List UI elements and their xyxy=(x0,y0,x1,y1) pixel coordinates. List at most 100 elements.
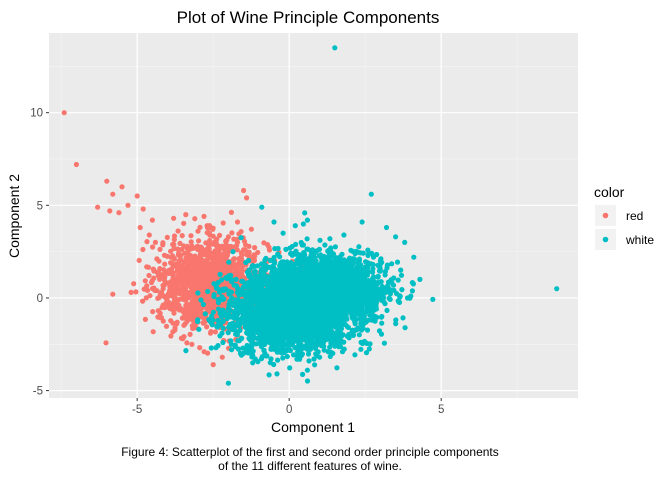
point-red xyxy=(171,215,177,221)
point-red xyxy=(149,217,155,223)
point-red xyxy=(156,258,162,264)
point-red xyxy=(183,306,189,313)
point-red xyxy=(238,257,244,263)
point-white xyxy=(287,365,293,371)
point-red xyxy=(171,246,177,252)
point-red xyxy=(179,233,185,239)
point-red xyxy=(208,270,214,276)
point-white xyxy=(225,330,231,336)
point-red xyxy=(207,255,213,261)
point-white xyxy=(365,260,371,266)
point-red xyxy=(168,266,175,272)
point-white xyxy=(218,319,225,325)
point-red xyxy=(155,273,161,279)
point-red xyxy=(228,209,234,215)
point-red xyxy=(184,318,190,325)
point-red xyxy=(152,239,158,245)
point-red xyxy=(208,329,214,335)
point-white xyxy=(322,242,328,248)
point-red xyxy=(157,315,163,321)
point-red xyxy=(177,264,183,270)
point-red xyxy=(166,303,172,309)
point-red xyxy=(266,247,273,253)
point-red xyxy=(214,247,220,254)
point-red xyxy=(116,210,122,216)
point-red xyxy=(142,278,148,284)
point-red xyxy=(223,238,229,244)
point-red xyxy=(171,310,177,316)
point-red xyxy=(125,202,131,208)
point-red xyxy=(225,234,231,240)
point-white xyxy=(270,330,276,336)
point-red xyxy=(174,282,180,288)
point-red xyxy=(181,243,187,249)
point-red xyxy=(144,239,150,245)
point-red xyxy=(140,206,146,212)
point-red xyxy=(191,294,197,301)
point-red xyxy=(211,254,217,260)
point-white xyxy=(234,321,240,327)
point-white xyxy=(251,305,257,311)
point-red xyxy=(220,220,226,226)
point-white xyxy=(280,355,286,361)
point-red xyxy=(238,229,244,235)
point-red xyxy=(188,233,194,239)
point-white xyxy=(356,244,362,250)
point-red xyxy=(200,315,207,321)
point-white xyxy=(384,307,390,313)
point-white xyxy=(288,250,294,256)
point-red xyxy=(189,243,195,249)
point-red xyxy=(206,230,213,236)
point-white xyxy=(365,247,371,253)
point-red xyxy=(146,232,152,238)
point-red xyxy=(161,252,168,258)
point-red xyxy=(201,349,207,355)
point-white xyxy=(375,279,381,286)
point-red xyxy=(134,193,140,199)
point-white xyxy=(339,251,345,257)
point-red xyxy=(195,276,201,282)
point-red xyxy=(189,284,195,290)
point-white xyxy=(266,372,272,378)
point-white xyxy=(215,300,222,306)
point-white xyxy=(214,324,221,330)
point-red xyxy=(206,246,212,252)
data-points xyxy=(61,45,560,386)
point-red xyxy=(239,252,245,258)
point-red xyxy=(136,257,142,263)
point-red xyxy=(119,184,125,190)
point-red xyxy=(133,289,139,295)
point-white xyxy=(287,347,293,354)
point-red xyxy=(170,287,176,293)
point-red xyxy=(198,251,204,257)
point-white xyxy=(291,352,297,358)
point-red xyxy=(194,307,200,314)
point-red xyxy=(176,306,182,312)
point-white xyxy=(251,333,257,339)
point-white xyxy=(284,353,290,360)
point-red xyxy=(217,257,224,263)
point-red xyxy=(189,323,195,329)
point-red xyxy=(164,234,170,240)
point-red xyxy=(182,250,188,256)
point-red xyxy=(177,286,183,292)
point-white xyxy=(234,312,240,318)
point-red xyxy=(232,271,238,277)
point-red xyxy=(171,256,177,262)
point-red xyxy=(181,259,188,265)
point-white xyxy=(317,237,323,243)
point-red xyxy=(171,302,177,308)
point-white xyxy=(394,259,401,265)
point-red xyxy=(162,261,168,267)
point-red xyxy=(176,302,182,308)
point-red xyxy=(188,307,194,313)
point-white xyxy=(202,311,208,317)
point-white xyxy=(382,268,388,275)
point-white xyxy=(228,347,235,353)
point-red xyxy=(208,300,214,306)
point-red xyxy=(180,336,186,342)
point-red xyxy=(200,283,206,289)
point-white xyxy=(302,252,308,258)
point-red xyxy=(161,294,167,300)
